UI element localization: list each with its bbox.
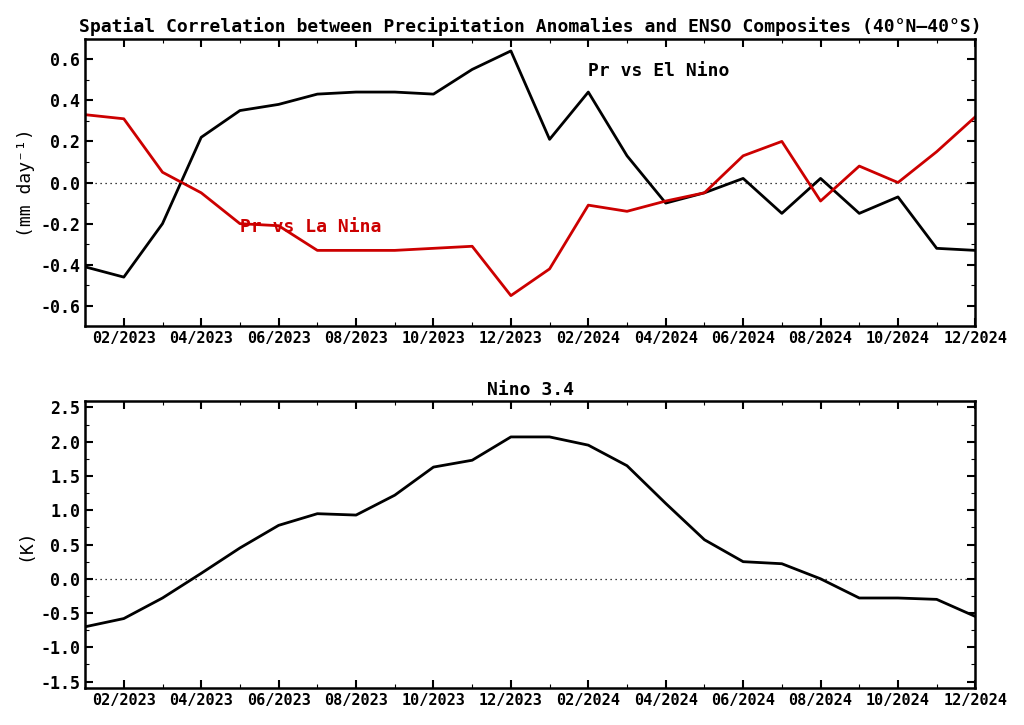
Y-axis label: (K): (K) (16, 529, 35, 561)
Title: Spatial Correlation between Precipitation Anomalies and ENSO Composites (40°N–40: Spatial Correlation between Precipitatio… (79, 17, 982, 36)
Text: Pr vs El Nino: Pr vs El Nino (589, 62, 730, 80)
Title: Nino 3.4: Nino 3.4 (486, 381, 573, 399)
Y-axis label: (mm day⁻¹): (mm day⁻¹) (16, 128, 35, 237)
Text: Pr vs La Nina: Pr vs La Nina (240, 218, 381, 236)
